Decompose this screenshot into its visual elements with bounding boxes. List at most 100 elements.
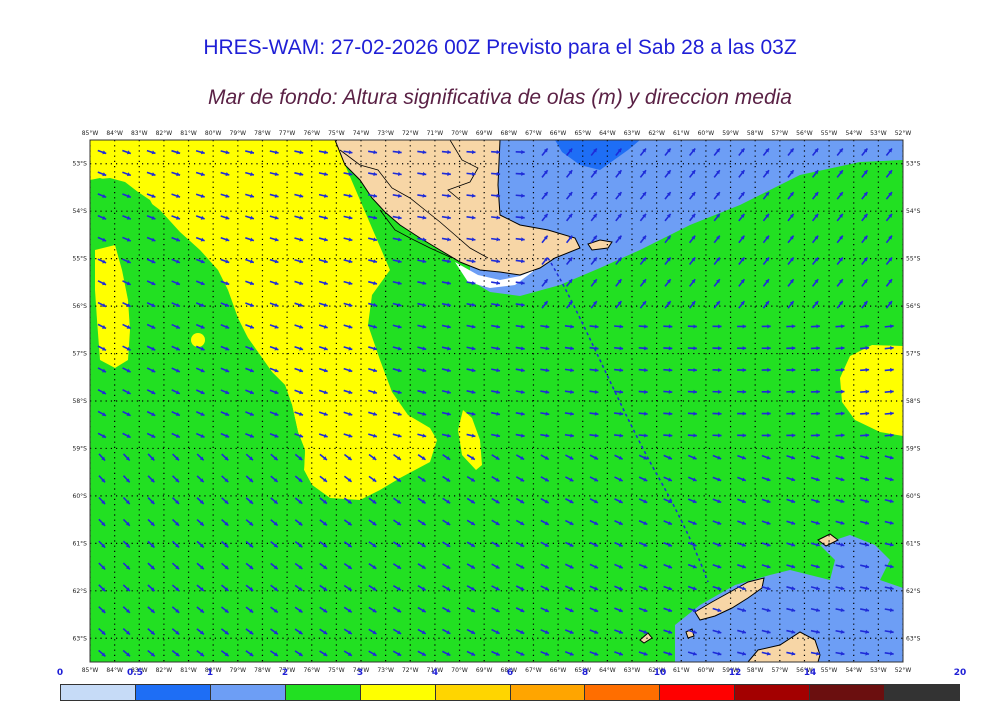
lon-label-bottom: 64°W: [599, 667, 616, 674]
swell-direction-arrow: [417, 281, 427, 286]
swell-direction-arrow: [712, 629, 722, 634]
swell-direction-arrow: [393, 453, 402, 461]
lon-label-bottom: 61°W: [673, 667, 690, 674]
lon-label-bottom: 83°W: [131, 667, 148, 674]
lat-label-right: 62°S: [906, 588, 921, 595]
swell-direction-arrow: [688, 256, 696, 266]
swell-direction-arrow: [245, 562, 254, 570]
swell-direction-arrow: [786, 476, 796, 482]
swell-direction-arrow: [835, 586, 845, 591]
swell-direction-arrow: [196, 562, 205, 570]
swell-direction-arrow: [392, 628, 402, 635]
swell-direction-arrow: [98, 540, 106, 549]
swell-direction-arrow: [835, 324, 845, 329]
lon-label-top: 65°W: [574, 130, 591, 137]
swell-direction-arrow: [171, 584, 180, 592]
swell-direction-arrow: [737, 542, 747, 547]
lon-label-top: 73°W: [377, 130, 394, 137]
swell-direction-arrow: [615, 147, 623, 157]
swell-direction-arrow: [221, 540, 229, 548]
lat-label-right: 53°S: [906, 161, 921, 168]
swell-direction-arrow: [392, 302, 402, 307]
colorbar-label: 6: [506, 668, 514, 678]
swell-direction-arrow: [541, 147, 549, 157]
swell-direction-arrow: [221, 475, 229, 483]
swell-direction-arrow: [688, 191, 696, 200]
swell-direction-arrow: [540, 607, 550, 613]
lat-label-right: 60°S: [906, 493, 921, 500]
swell-direction-arrow: [195, 280, 205, 286]
lon-label-bottom: 63°W: [624, 667, 641, 674]
swell-direction-arrow: [638, 651, 648, 656]
swell-direction-arrow: [220, 650, 230, 657]
swell-direction-arrow: [762, 191, 770, 200]
swell-direction-arrow: [442, 519, 451, 526]
swell-direction-arrow: [318, 367, 328, 373]
swell-direction-arrow: [221, 453, 229, 461]
swell-direction-arrow: [122, 323, 131, 330]
swell-direction-arrow: [466, 650, 476, 657]
swell-direction-arrow: [884, 629, 894, 634]
swell-direction-arrow: [196, 453, 205, 461]
swell-direction-arrow: [688, 213, 696, 222]
swell-direction-arrow: [172, 497, 180, 505]
swell-direction-arrow: [392, 606, 402, 613]
swell-direction-arrow: [786, 498, 796, 504]
colorbar-segment: [885, 685, 960, 700]
swell-direction-arrow: [294, 475, 303, 483]
swell-direction-arrow: [589, 476, 599, 482]
swell-direction-arrow: [97, 193, 107, 199]
swell-direction-arrow: [810, 651, 820, 656]
swell-direction-arrow: [270, 650, 279, 657]
swell-direction-arrow: [885, 300, 893, 309]
lat-label-right: 63°S: [906, 635, 921, 642]
swell-direction-arrow: [146, 410, 156, 417]
swell-direction-arrow: [269, 433, 279, 438]
swell-direction-arrow: [761, 389, 771, 394]
swell-direction-arrow: [245, 324, 255, 329]
colorbar-segment: [210, 685, 286, 700]
swell-direction-arrow: [761, 476, 771, 482]
colorbar-segment: [660, 685, 736, 700]
swell-direction-arrow: [614, 433, 624, 438]
swell-direction-arrow: [245, 280, 255, 286]
swell-direction-arrow: [97, 149, 107, 155]
swell-direction-arrow: [195, 149, 205, 155]
swell-direction-arrow: [615, 191, 623, 200]
swell-direction-arrow: [392, 171, 402, 177]
colorbar: [60, 684, 960, 701]
lat-label-left: 62°S: [73, 588, 88, 595]
lon-label-top: 82°W: [156, 130, 173, 137]
swell-direction-arrow: [614, 476, 624, 482]
swell-direction-arrow: [564, 585, 574, 591]
swell-direction-arrow: [836, 256, 844, 266]
lon-label-bottom: 70°W: [451, 667, 468, 674]
swell-direction-arrow: [195, 323, 205, 329]
swell-direction-arrow: [122, 518, 131, 527]
swell-direction-arrow: [810, 455, 820, 460]
swell-direction-arrow: [172, 453, 180, 461]
swell-direction-arrow: [540, 650, 550, 656]
swell-direction-arrow: [491, 237, 501, 242]
swell-direction-arrow: [245, 171, 255, 177]
wave-direction-arrows: [97, 147, 894, 657]
swell-direction-arrow: [319, 475, 328, 483]
swell-direction-arrow: [147, 606, 156, 614]
swell-direction-arrow: [417, 302, 427, 307]
swell-direction-arrow: [146, 367, 156, 373]
swell-direction-arrow: [860, 586, 870, 591]
swell-direction-arrow: [515, 171, 525, 176]
swell-direction-arrow: [368, 193, 378, 198]
swell-direction-arrow: [98, 606, 106, 614]
swell-direction-arrow: [294, 280, 304, 286]
swell-direction-arrow: [860, 607, 870, 613]
swell-direction-arrow: [146, 345, 156, 351]
swell-direction-arrow: [318, 280, 328, 286]
swell-direction-arrow: [861, 169, 869, 178]
swell-direction-arrow: [565, 454, 574, 461]
swell-direction-arrow: [639, 169, 647, 178]
swell-direction-arrow: [565, 278, 573, 287]
swell-direction-arrow: [590, 235, 598, 244]
swell-direction-arrow: [712, 651, 722, 656]
swell-direction-arrow: [810, 542, 820, 547]
